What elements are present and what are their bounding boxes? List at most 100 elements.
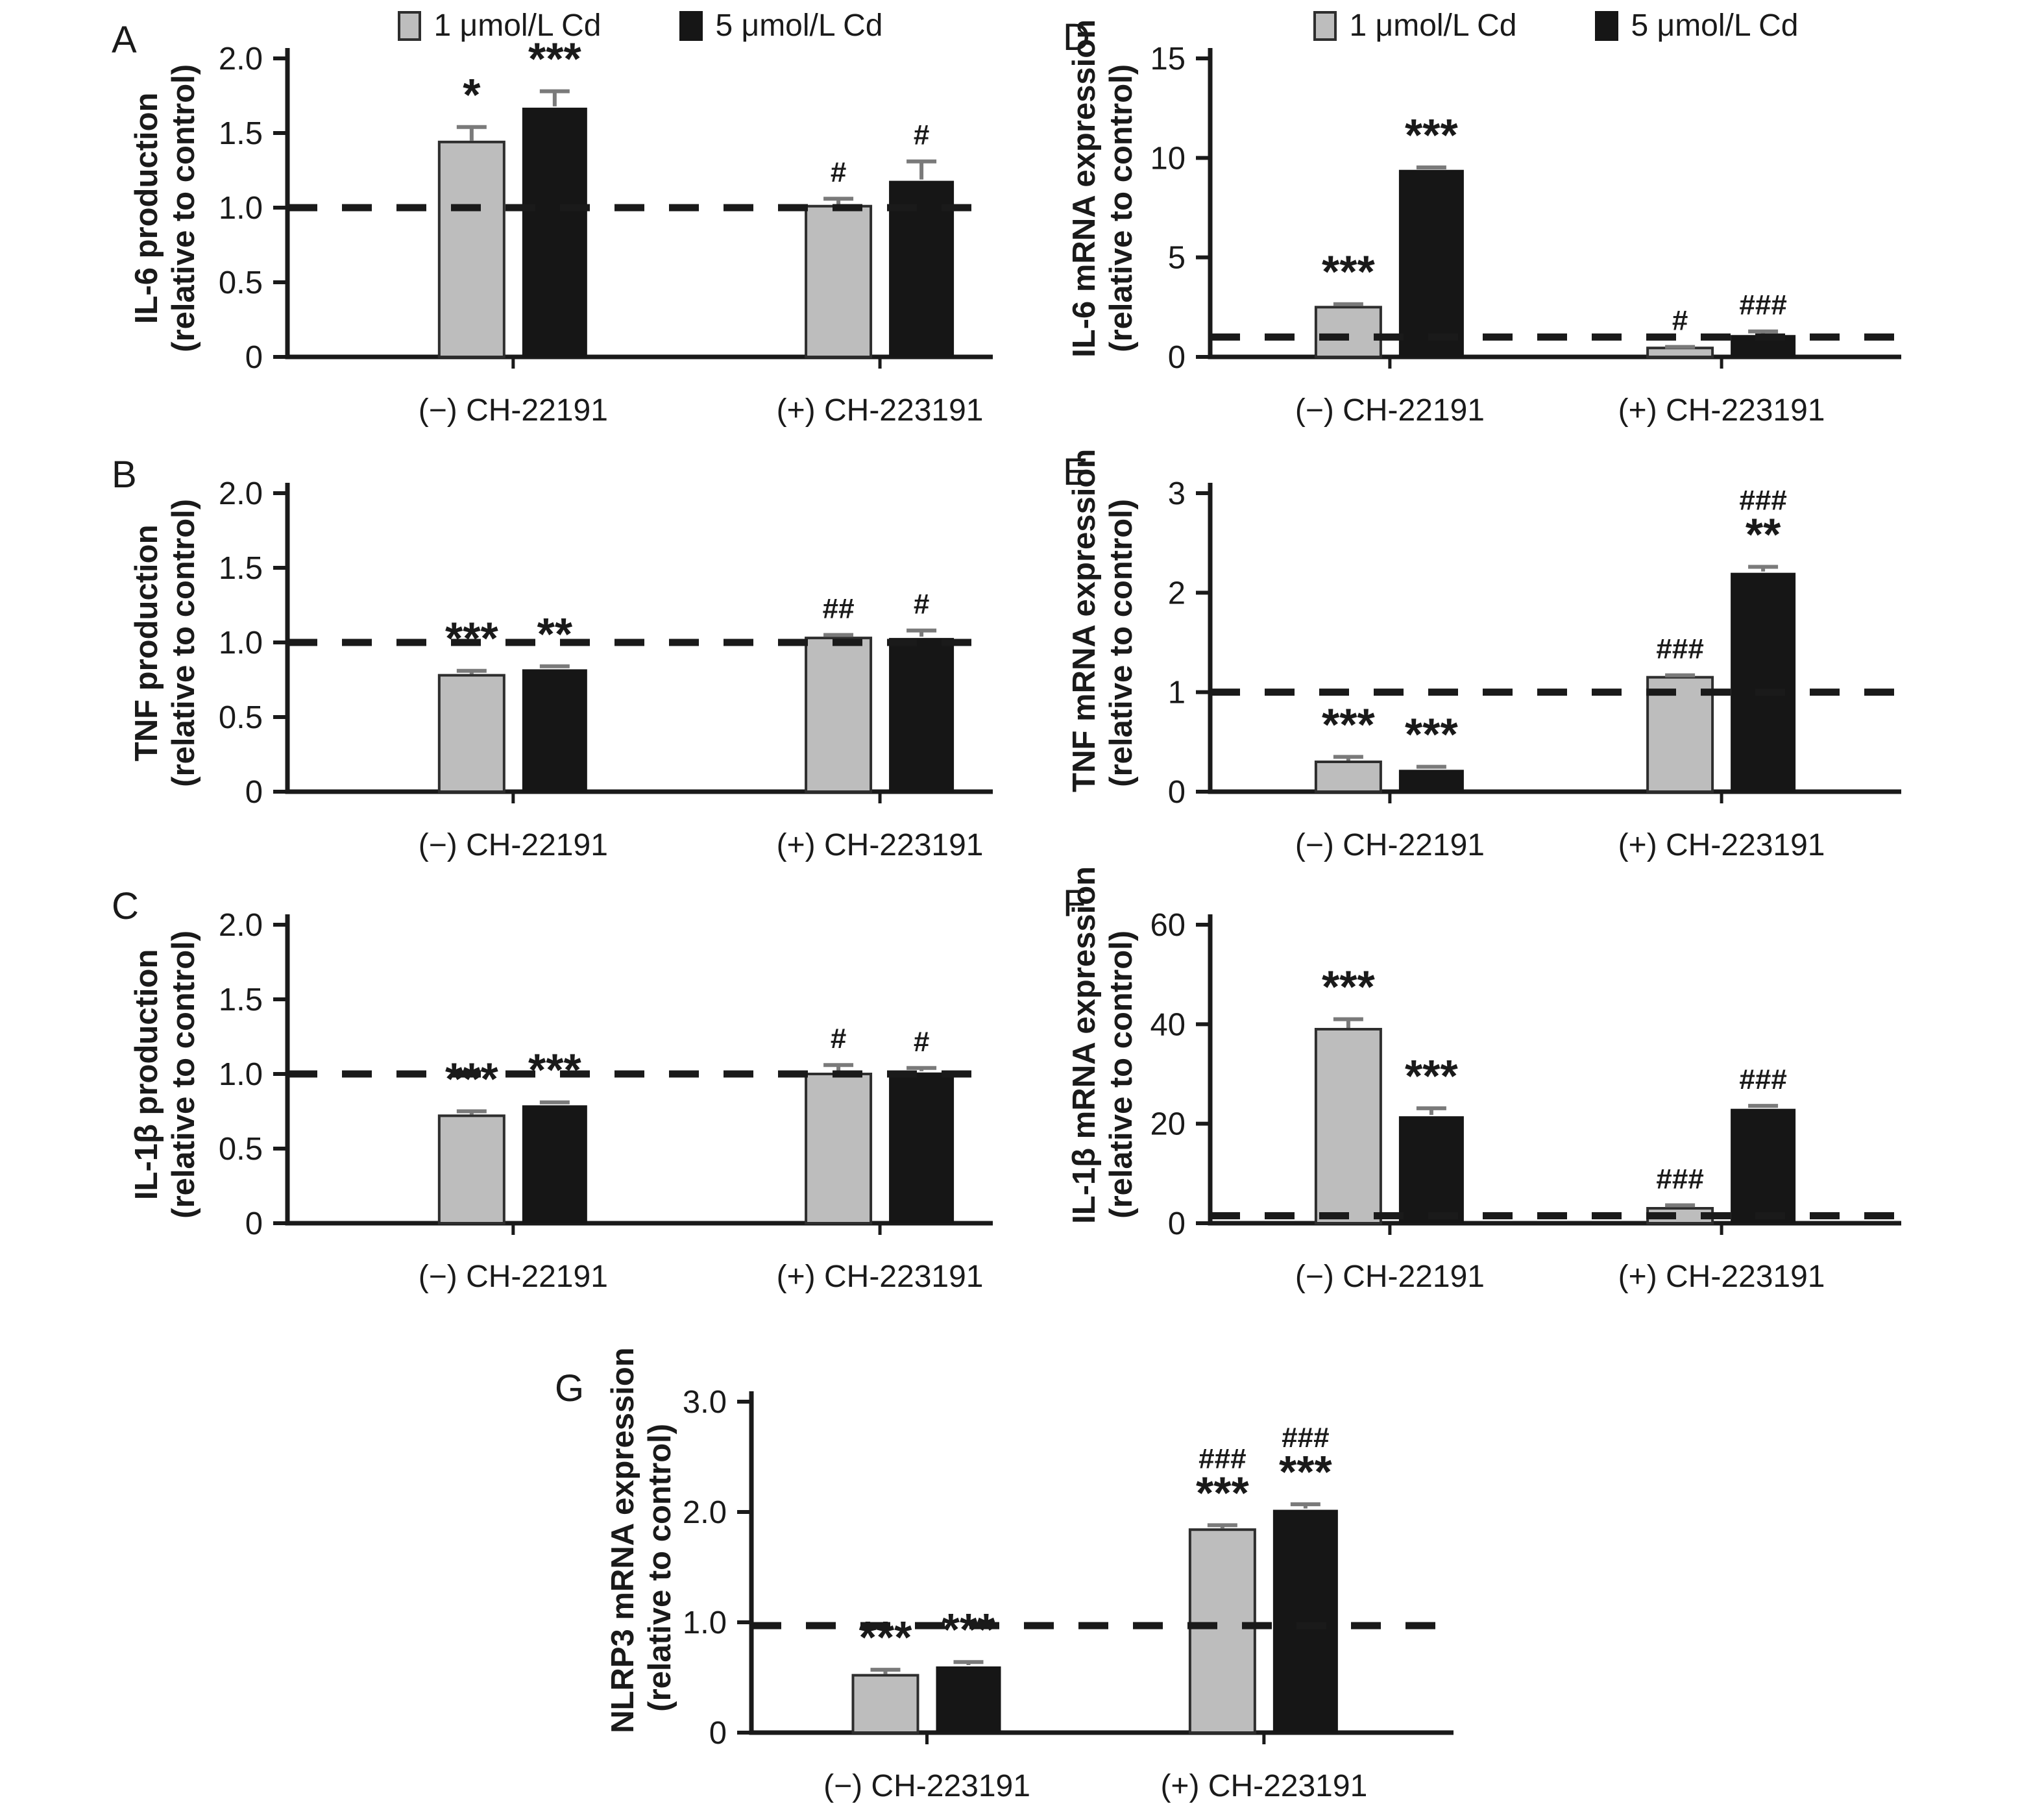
y-tick-label: 2.0 — [219, 476, 263, 511]
x-category-label: (−) CH-22191 — [419, 393, 608, 428]
significance-label: # — [914, 589, 929, 620]
x-category-label: (−) CH-22191 — [1295, 828, 1485, 862]
bar — [437, 1114, 505, 1225]
significance-label: ### — [1282, 1422, 1329, 1454]
panel-F: F IL-1β mRNA expression (relative to con… — [1038, 866, 2025, 1308]
panel-A: A IL-6 production (relative to control) … — [71, 8, 1006, 441]
bar — [889, 638, 955, 792]
legend: 1 μmol/L Cd 5 μmol/L Cd — [287, 8, 993, 43]
legend-label-1umol-cd: 1 μmol/L Cd — [433, 8, 602, 43]
legend-swatch-5umol-cd — [1594, 10, 1618, 41]
y-tick-label: 2.0 — [219, 908, 263, 943]
x-category-label: (+) CH-223191 — [1618, 393, 1825, 428]
significance-label: # — [831, 1023, 846, 1054]
significance-label: *** — [1279, 1446, 1332, 1497]
significance-label: # — [1672, 305, 1688, 337]
x-category-label: (−) CH-223191 — [823, 1769, 1030, 1803]
panel-E: E TNF mRNA expression (relative to contr… — [1038, 448, 2025, 876]
significance-label: *** — [1196, 1467, 1249, 1518]
x-category-label: (−) CH-22191 — [419, 1260, 608, 1294]
y-tick-label: 3.0 — [683, 1385, 727, 1420]
bar — [1731, 1108, 1796, 1223]
significance-label: ** — [1746, 509, 1781, 559]
y-tick-label: 0 — [709, 1716, 727, 1751]
bar-chart-F: 0 20 40 60 (−) CH-22191 (+) CH-223191 *** ### **… — [1150, 908, 1901, 1294]
y-tick-label: 0.5 — [219, 265, 263, 300]
bar-chart-A: 0 0.5 1.0 1.5 2.0 (−) CH-22191 (+) CH-223191 * #… — [219, 34, 993, 428]
x-category-label: (−) CH-22191 — [1295, 1260, 1485, 1294]
y-tick-label: 2.0 — [683, 1495, 727, 1530]
y-tick-label: 60 — [1150, 908, 1186, 943]
bar — [1272, 1509, 1338, 1733]
y-tick-label: 3 — [1168, 476, 1186, 511]
significance-label: ** — [537, 609, 573, 659]
significance-label: *** — [1405, 709, 1458, 760]
bar — [851, 1674, 919, 1734]
panel-D: D IL-6 mRNA expression (relative to cont… — [1038, 8, 2025, 441]
bar — [522, 1105, 587, 1223]
panel-letter-A: A — [112, 19, 137, 61]
legend-label-1umol-cd: 1 μmol/L Cd — [1349, 8, 1517, 43]
bar — [1398, 770, 1464, 792]
y-tick-label: 0 — [245, 1206, 263, 1241]
y-tick-label: 1.0 — [683, 1605, 727, 1640]
panel-letter-D: D — [1063, 16, 1090, 58]
significance-label: ## — [823, 593, 855, 625]
bar — [805, 637, 873, 793]
axis — [1208, 483, 1901, 794]
bar — [1646, 347, 1714, 359]
y-tick-label: 2.0 — [219, 42, 263, 77]
significance-label: *** — [1322, 962, 1375, 1012]
bar — [805, 204, 873, 359]
significance-label: ### — [1198, 1443, 1246, 1474]
bar — [805, 1073, 873, 1225]
significance-label: *** — [445, 613, 498, 664]
bar — [522, 107, 587, 357]
panel-B: B TNF production (relative to control) 0… — [71, 448, 1006, 876]
significance-label: ### — [1739, 484, 1786, 516]
significance-label: # — [914, 119, 929, 151]
y-tick-label: 20 — [1150, 1107, 1186, 1142]
panel-letter-E: E — [1063, 451, 1088, 493]
y-tick-label: 1.5 — [219, 982, 263, 1018]
panel-G: G NLRP3 mRNA expression (relative to con… — [467, 1330, 1557, 1804]
bar — [1646, 676, 1714, 793]
legend-item-1umol-cd: 1 μmol/L Cd — [397, 8, 602, 43]
legend-item-5umol-cd: 5 μmol/L Cd — [679, 8, 883, 43]
y-tick-label: 0 — [1168, 340, 1186, 375]
legend-swatch-1umol-cd — [1313, 10, 1337, 41]
bar — [1398, 169, 1464, 357]
y-tick-label: 0 — [1168, 1206, 1186, 1241]
bar — [437, 674, 505, 793]
panel-C: C IL-1β production (relative to control)… — [71, 879, 1006, 1308]
legend-label-5umol-cd: 5 μmol/L Cd — [1631, 8, 1799, 43]
x-category-label: (+) CH-223191 — [777, 393, 984, 428]
legend-label-5umol-cd: 5 μmol/L Cd — [715, 8, 883, 43]
significance-label: *** — [528, 34, 581, 84]
x-category-label: (+) CH-223191 — [1618, 828, 1825, 862]
legend: 1 μmol/L Cd 5 μmol/L Cd — [1210, 8, 1901, 43]
y-tick-label: 0.5 — [219, 1132, 263, 1167]
significance-label: *** — [1405, 1051, 1458, 1101]
significance-label: *** — [1405, 110, 1458, 160]
significance-label: ### — [1656, 633, 1703, 665]
x-category-label: (+) CH-223191 — [1618, 1260, 1825, 1294]
bar-chart-G: 0 1.0 2.0 3.0 (−) CH-223191 (+) CH-223191 *** *… — [683, 1385, 1454, 1803]
x-category-label: (+) CH-223191 — [1160, 1769, 1367, 1803]
significance-label: *** — [528, 1045, 581, 1095]
panel-letter-G: G — [555, 1367, 585, 1409]
y-tick-label: 1 — [1168, 676, 1186, 711]
bar-chart-C: 0 0.5 1.0 1.5 2.0 (−) CH-22191 (+) CH-223191 **… — [219, 908, 993, 1294]
significance-label: ### — [1656, 1163, 1703, 1195]
y-tick-label: 15 — [1150, 42, 1186, 77]
bar — [1314, 306, 1382, 359]
y-tick-label: 1.0 — [219, 626, 263, 661]
bar — [1398, 1116, 1464, 1223]
x-category-label: (+) CH-223191 — [777, 828, 984, 862]
panel-letter-F: F — [1063, 883, 1086, 925]
significance-label: * — [463, 69, 481, 120]
x-category-label: (−) CH-22191 — [1295, 393, 1485, 428]
bar — [522, 669, 587, 792]
